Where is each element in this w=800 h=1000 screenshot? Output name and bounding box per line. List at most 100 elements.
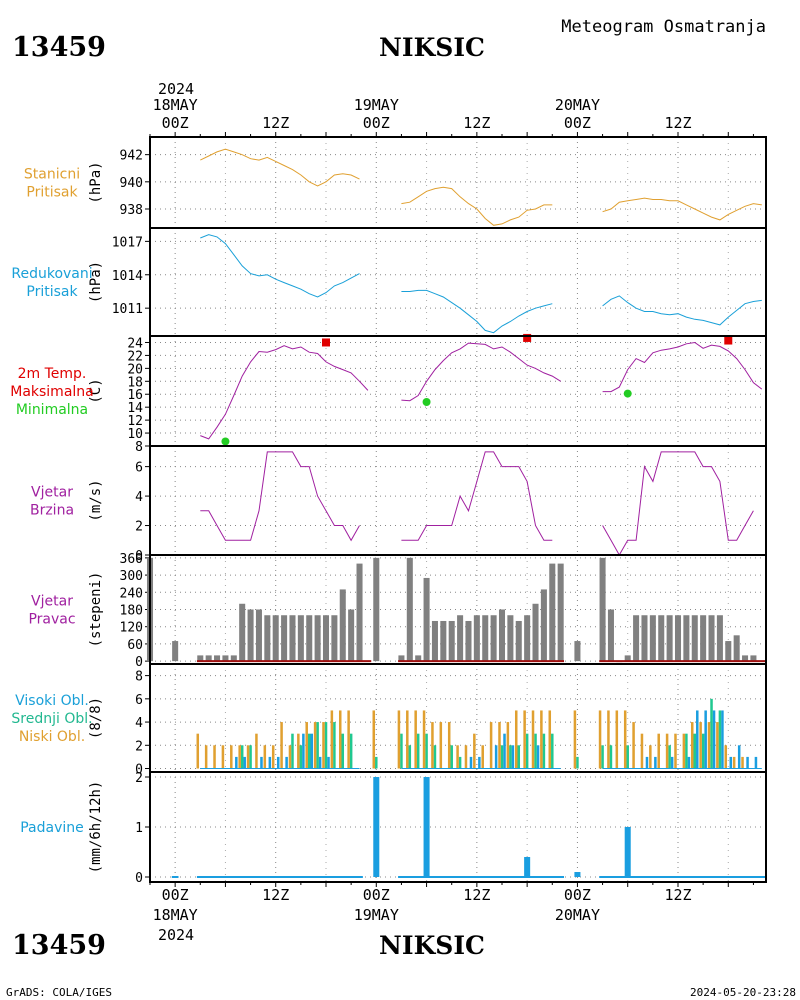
y-tick-label: 1017 xyxy=(112,235,143,250)
bar xyxy=(272,615,279,662)
max-temp-marker xyxy=(322,338,330,347)
y-tick-label: 940 xyxy=(120,176,143,191)
cloud-bar xyxy=(456,745,459,769)
cloud-bar xyxy=(531,710,535,769)
y-tick-label: 0 xyxy=(135,763,143,778)
cloud-bar xyxy=(489,722,493,769)
top-hour-label: 12Z xyxy=(664,114,691,132)
cloud-bar xyxy=(263,745,267,769)
cloud-bar xyxy=(458,756,462,769)
cloud-bar xyxy=(268,756,272,769)
cloud-bar xyxy=(305,722,308,769)
y-tick-label: 2 xyxy=(135,739,143,754)
y-axis-label: (stepeni) xyxy=(88,572,104,648)
bar xyxy=(448,620,455,662)
bar xyxy=(222,655,229,662)
y-axis-label: (C) xyxy=(88,378,104,403)
cloud-bar xyxy=(551,733,554,769)
bar xyxy=(440,620,447,662)
bar xyxy=(423,777,430,877)
max-temp-marker xyxy=(724,336,733,345)
cloud-bar xyxy=(696,710,699,769)
bar xyxy=(725,641,732,662)
station-id-bottom: 13459 xyxy=(12,930,106,961)
cloud-bar xyxy=(657,733,660,769)
cloud-bar xyxy=(473,733,476,769)
bottom-hour-label: 00Z xyxy=(564,886,591,904)
bar xyxy=(683,615,690,662)
y-axis-label: (8/8) xyxy=(88,697,104,739)
panel-reduced_pressure: 1011 1014 1017 (hPa)Redukovani Pritisak xyxy=(11,227,767,337)
cloud-bar xyxy=(297,733,300,769)
series-line xyxy=(602,197,762,221)
min-temp-marker xyxy=(221,437,230,446)
cloud-bar xyxy=(514,710,518,769)
bar xyxy=(716,615,723,662)
y-tick-label: 10 xyxy=(127,427,143,442)
panel-frame xyxy=(149,227,767,337)
bar xyxy=(599,557,606,662)
cloud-bar xyxy=(406,710,409,769)
cloud-bar xyxy=(469,756,473,769)
station-name-bottom: NIKSIC xyxy=(379,931,485,960)
bar xyxy=(708,615,715,662)
cloud-bar xyxy=(712,710,716,769)
bar xyxy=(306,615,313,662)
panel-label: Vjetar xyxy=(31,485,73,501)
series-line xyxy=(401,451,553,541)
cloud-bar xyxy=(517,745,521,769)
cloud-bar xyxy=(330,710,334,769)
bar xyxy=(658,615,665,662)
cloud-bar xyxy=(221,745,225,769)
panel-label: Pritisak xyxy=(26,284,78,300)
cloud-bar xyxy=(291,733,294,769)
y-tick-label: 6 xyxy=(135,461,143,476)
y-tick-label: 12 xyxy=(127,414,143,429)
cloud-bar xyxy=(615,710,619,769)
bar xyxy=(674,615,682,662)
y-tick-label: 8 xyxy=(135,670,143,685)
panel-label: Pritisak xyxy=(26,185,78,201)
cloud-bar xyxy=(243,756,246,769)
bar xyxy=(398,655,405,662)
cloud-bar xyxy=(246,745,250,769)
panel-label: Stanicni xyxy=(24,167,80,183)
bar xyxy=(624,655,631,662)
bar xyxy=(633,615,640,662)
cloud-bar xyxy=(433,745,437,769)
bar xyxy=(197,655,204,662)
y-axis-label: (mm/6h/12h) xyxy=(88,781,104,874)
y-tick-label: 24 xyxy=(127,336,143,351)
min-temp-marker xyxy=(623,389,632,398)
top-hour-label: 00Z xyxy=(162,114,189,132)
cloud-bar xyxy=(397,710,401,769)
cloud-bar xyxy=(255,733,258,769)
credit-text: GrADS: COLA/IGES xyxy=(6,986,112,999)
bar xyxy=(691,615,698,662)
bar xyxy=(289,615,296,662)
panel-label: Brzina xyxy=(30,503,74,519)
station-name-top: NIKSIC xyxy=(379,33,485,62)
cloud-bar xyxy=(288,745,292,769)
cloud-bar xyxy=(280,722,283,769)
cloud-bar xyxy=(754,756,758,769)
panel-label: Minimalna xyxy=(16,402,88,418)
cloud-bar xyxy=(238,745,241,769)
cloud-bar xyxy=(732,756,736,769)
cloud-bar xyxy=(349,733,353,769)
top-date-label: 18MAY xyxy=(153,96,198,114)
cloud-bar xyxy=(230,745,233,769)
y-axis-label: (hPa) xyxy=(88,261,104,303)
y-tick-label: 1011 xyxy=(112,302,143,317)
cloud-bar xyxy=(439,722,443,769)
cloud-bar xyxy=(425,733,428,769)
top-hour-label: 00Z xyxy=(564,114,591,132)
cloud-bar xyxy=(701,733,705,769)
bar xyxy=(331,615,338,662)
bar xyxy=(574,641,581,662)
top-hour-label: 12Z xyxy=(463,114,490,132)
y-tick-label: 14 xyxy=(127,401,143,416)
bar xyxy=(239,603,246,662)
cloud-bar xyxy=(408,745,412,769)
